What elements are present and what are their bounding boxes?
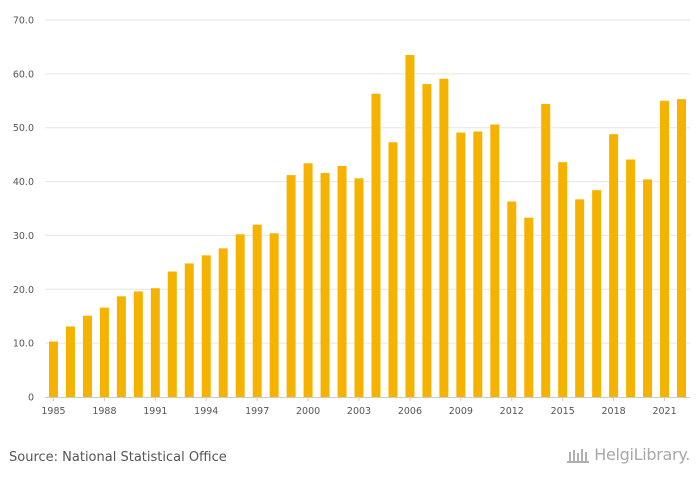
bar-2017[interactable] xyxy=(592,190,602,397)
bar-2022[interactable] xyxy=(677,99,687,398)
brand-logo[interactable]: HelgiLibrary. xyxy=(566,445,690,464)
x-tick-label: 1988 xyxy=(92,406,116,417)
bar-2011[interactable] xyxy=(490,124,500,398)
x-tick-label: 2006 xyxy=(398,406,422,417)
bar-2020[interactable] xyxy=(643,179,653,397)
y-tick-label: 70.0 xyxy=(13,16,34,27)
bar-2015[interactable] xyxy=(558,162,568,397)
x-tick-label: 1985 xyxy=(41,406,65,417)
y-tick-label: 60.0 xyxy=(13,69,34,80)
bar-2008[interactable] xyxy=(439,78,449,397)
y-tick-label: 50.0 xyxy=(13,123,34,134)
bar-2019[interactable] xyxy=(626,159,636,397)
y-tick-label: 10.0 xyxy=(13,339,34,350)
bar-1989[interactable] xyxy=(116,296,126,397)
bar-1987[interactable] xyxy=(82,315,92,397)
x-tick-label: 2015 xyxy=(551,406,575,417)
bar-1996[interactable] xyxy=(235,234,245,397)
bar-1990[interactable] xyxy=(133,291,143,397)
bar-1985[interactable] xyxy=(48,341,58,397)
x-tick-label: 1994 xyxy=(194,406,218,417)
library-icon xyxy=(567,448,590,463)
bar-1992[interactable] xyxy=(167,271,177,397)
bar-2016[interactable] xyxy=(575,199,585,397)
y-axis-labels: 0 10.0 20.0 30.0 40.0 50.0 60.0 70.0 xyxy=(13,16,34,404)
bar-1997[interactable] xyxy=(252,224,262,397)
bar-2009[interactable] xyxy=(456,132,466,397)
bar-1988[interactable] xyxy=(99,307,109,397)
bar-2012[interactable] xyxy=(507,201,517,397)
y-tick-label: 30.0 xyxy=(13,231,34,242)
source-note: Source: National Statistical Office xyxy=(9,450,227,465)
bar-2021[interactable] xyxy=(660,100,670,398)
bar-2014[interactable] xyxy=(541,104,551,397)
x-tick-label: 2009 xyxy=(449,406,473,417)
footer: Source: National Statistical Office Helg… xyxy=(0,438,700,483)
bar-1995[interactable] xyxy=(218,248,228,397)
bar-2004[interactable] xyxy=(371,93,381,397)
brand-name: HelgiLibrary. xyxy=(594,445,690,464)
y-tick-label: 20.0 xyxy=(13,285,34,296)
bar-2006[interactable] xyxy=(405,55,415,397)
x-tick-label: 1991 xyxy=(143,406,167,417)
bar-2002[interactable] xyxy=(337,165,347,397)
bar-2007[interactable] xyxy=(422,84,432,397)
y-tick-label: 0 xyxy=(28,393,34,404)
x-tick-label: 2000 xyxy=(296,406,320,417)
bar-2001[interactable] xyxy=(320,172,330,397)
x-tick-label: 2003 xyxy=(347,406,371,417)
bar-2003[interactable] xyxy=(354,178,364,397)
x-tick-label: 2021 xyxy=(652,406,676,417)
bar-chart: 010.020.030.040.050.060.070.0 1985 1988 19… xyxy=(13,16,690,417)
x-tick-label: 2012 xyxy=(500,406,524,417)
bar-2000[interactable] xyxy=(303,163,313,397)
bar-1994[interactable] xyxy=(201,255,211,397)
x-axis-labels: 1985 1988 1991 1994 1997 2000 2003 2006 2009 2012… xyxy=(41,397,677,417)
bar-1993[interactable] xyxy=(184,263,194,397)
bar-2005[interactable] xyxy=(388,142,398,397)
bar-2010[interactable] xyxy=(473,131,483,397)
x-tick-label: 2018 xyxy=(602,406,626,417)
bars xyxy=(48,55,687,398)
bar-1991[interactable] xyxy=(150,288,160,397)
bar-2013[interactable] xyxy=(524,217,534,397)
bar-2018[interactable] xyxy=(609,134,619,398)
y-tick-label: 40.0 xyxy=(13,177,34,188)
x-tick-label: 1997 xyxy=(245,406,269,417)
bar-1986[interactable] xyxy=(65,326,75,397)
bar-1998[interactable] xyxy=(269,233,279,397)
bar-1999[interactable] xyxy=(286,175,296,397)
